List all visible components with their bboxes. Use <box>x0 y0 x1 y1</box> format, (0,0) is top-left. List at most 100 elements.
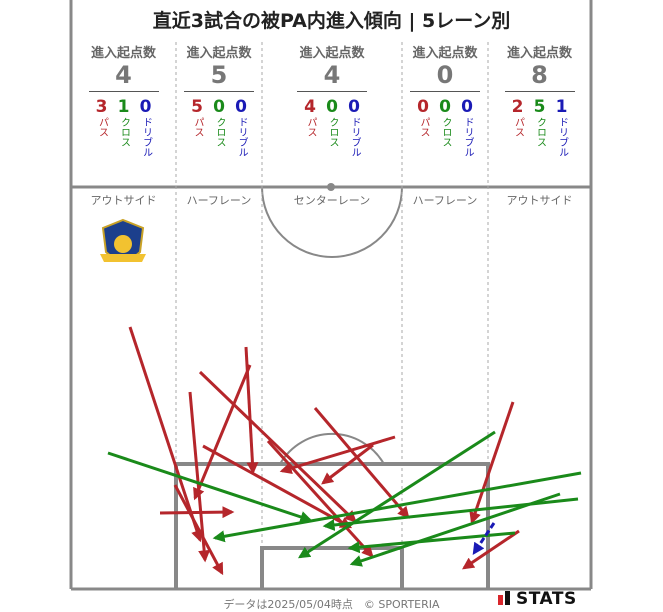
arrow-pass-7 <box>202 444 353 529</box>
lane-total: 0 <box>410 61 480 92</box>
stats-logo-text: STATS <box>516 589 577 609</box>
breakdown-cross: 0 クロス <box>323 98 341 157</box>
breakdown-dribble-count: 0 <box>235 97 247 117</box>
breakdown-pass-count: 4 <box>304 97 316 117</box>
footer-note: データは2025/05/04時点 © SPORTERIA <box>223 598 440 611</box>
lane-total: 8 <box>504 61 575 92</box>
lane-total: 4 <box>297 61 367 92</box>
lane-total: 4 <box>88 61 159 92</box>
breakdown-pass-label: パス <box>512 117 524 137</box>
breakdown-cross-count: 0 <box>213 97 225 117</box>
arrow-cross-3 <box>212 471 582 543</box>
breakdown-pass: 2 パス <box>509 98 527 157</box>
penalty-area <box>174 462 490 589</box>
breakdown-pass: 4 パス <box>301 98 319 157</box>
lane-breakdown: 5 パス 0 クロス 0 ドリブル <box>169 97 269 158</box>
arrow-dribble-1 <box>472 522 496 555</box>
breakdown-cross-label: クロス <box>440 117 451 147</box>
team-badge-icon <box>100 218 146 274</box>
breakdown-dribble-label: ドリブル <box>349 117 360 157</box>
lane-breakdown: 4 パス 0 クロス 0 ドリブル <box>282 97 382 158</box>
arrow-pass-2 <box>188 391 211 563</box>
breakdown-pass-label: パス <box>305 117 316 137</box>
arrow-cross-2 <box>297 430 496 559</box>
breakdown-cross: 1 クロス <box>115 98 133 157</box>
breakdown-pass-label: パス <box>192 117 203 137</box>
breakdown-pass-count: 0 <box>417 97 429 117</box>
stats-logo: STATS <box>498 589 577 609</box>
lane-stat-3: 進入起点数 4 4 パス 0 クロス 0 ドリブル <box>282 42 382 157</box>
lane-name-1: アウトサイド <box>90 194 157 207</box>
breakdown-pass: 3 パス <box>93 98 111 157</box>
arrow-pass-14 <box>173 484 224 576</box>
arrow-cross-1 <box>107 451 313 523</box>
center-circle <box>261 186 403 258</box>
breakdown-dribble-label: ドリブル <box>556 117 568 157</box>
breakdown-pass-label: パス <box>96 117 108 137</box>
lane-breakdown: 2 パス 5 クロス 1 ドリブル <box>490 97 590 158</box>
breakdown-cross-count: 0 <box>326 97 338 117</box>
arrow-pass-8 <box>266 439 374 558</box>
lane-name-5: アウトサイド <box>506 194 573 207</box>
lane-header-label: 進入起点数 <box>299 46 365 61</box>
arrow-pass-4 <box>193 364 252 501</box>
lane-header-label: 進入起点数 <box>186 46 252 61</box>
breakdown-cross-label: クロス <box>327 117 338 147</box>
breakdown-dribble-label: ドリブル <box>140 117 152 157</box>
breakdown-dribble-count: 1 <box>555 97 568 117</box>
breakdown-cross: 0 クロス <box>210 98 228 157</box>
lane-breakdown: 3 パス 1 クロス 0 ドリブル <box>74 97 174 158</box>
breakdown-pass-label: パス <box>418 117 429 137</box>
arrow-pass-11 <box>321 443 374 485</box>
breakdown-dribble: 1 ドリブル <box>553 97 571 158</box>
breakdown-cross-count: 1 <box>117 97 130 117</box>
breakdown-cross-label: クロス <box>534 117 546 147</box>
breakdown-cross-count: 5 <box>533 97 546 117</box>
breakdown-pass: 5 パス <box>188 98 206 157</box>
arrow-pass-12 <box>469 401 515 525</box>
breakdown-pass: 0 パス <box>414 98 432 157</box>
lane-name-4: ハーフレーン <box>412 194 478 207</box>
lane-stat-4: 進入起点数 0 0 パス 0 クロス 0 ドリブル <box>395 42 495 157</box>
lane-name-2: ハーフレーン <box>186 194 252 207</box>
arrow-pass-10 <box>279 435 396 474</box>
breakdown-dribble: 0 ドリブル <box>232 97 250 158</box>
breakdown-cross: 5 クロス <box>531 98 549 157</box>
breakdown-dribble: 0 ドリブル <box>458 97 476 158</box>
arrow-pass-5 <box>159 506 235 519</box>
lane-stat-2: 進入起点数 5 5 パス 0 クロス 0 ドリブル <box>169 42 269 157</box>
center-spot <box>327 183 335 191</box>
breakdown-dribble: 0 ドリブル <box>345 97 363 158</box>
arrow-pass-6 <box>198 370 357 523</box>
arrow-pass-13 <box>462 529 520 570</box>
lane-breakdown: 0 パス 0 クロス 0 ドリブル <box>395 97 495 158</box>
arrow-cross-5 <box>349 492 561 567</box>
lane-header-label: 進入起点数 <box>412 46 478 61</box>
arrow-cross-6 <box>347 531 516 554</box>
breakdown-pass-count: 3 <box>95 97 108 117</box>
breakdown-cross: 0 クロス <box>436 98 454 157</box>
penalty-arc <box>279 432 385 465</box>
breakdown-dribble-count: 0 <box>461 97 473 117</box>
lane-name-3: センターレーン <box>293 194 371 207</box>
breakdown-pass-count: 5 <box>191 97 203 117</box>
breakdown-cross-label: クロス <box>118 117 130 147</box>
arrow-pass-3 <box>244 346 259 475</box>
breakdown-dribble-count: 0 <box>139 97 152 117</box>
breakdown-dribble-label: ドリブル <box>462 117 473 157</box>
goal-area <box>260 546 404 589</box>
breakdown-pass-count: 2 <box>511 97 524 117</box>
stats-mark-icon <box>498 591 512 605</box>
breakdown-dribble: 0 ドリブル <box>137 97 155 158</box>
arrow-pass-1 <box>128 326 203 543</box>
lane-stat-1: 進入起点数 4 3 パス 1 クロス 0 ドリブル <box>74 42 174 157</box>
page-title: 直近3試合の被PA内進入傾向 | 5レーン別 <box>152 10 511 32</box>
breakdown-cross-label: クロス <box>214 117 225 147</box>
breakdown-cross-count: 0 <box>439 97 451 117</box>
breakdown-dribble-count: 0 <box>348 97 360 117</box>
lane-total: 5 <box>184 61 254 92</box>
lane-header-label: 進入起点数 <box>506 46 572 61</box>
breakdown-dribble-label: ドリブル <box>236 117 247 157</box>
lane-header-label: 進入起点数 <box>90 46 156 61</box>
